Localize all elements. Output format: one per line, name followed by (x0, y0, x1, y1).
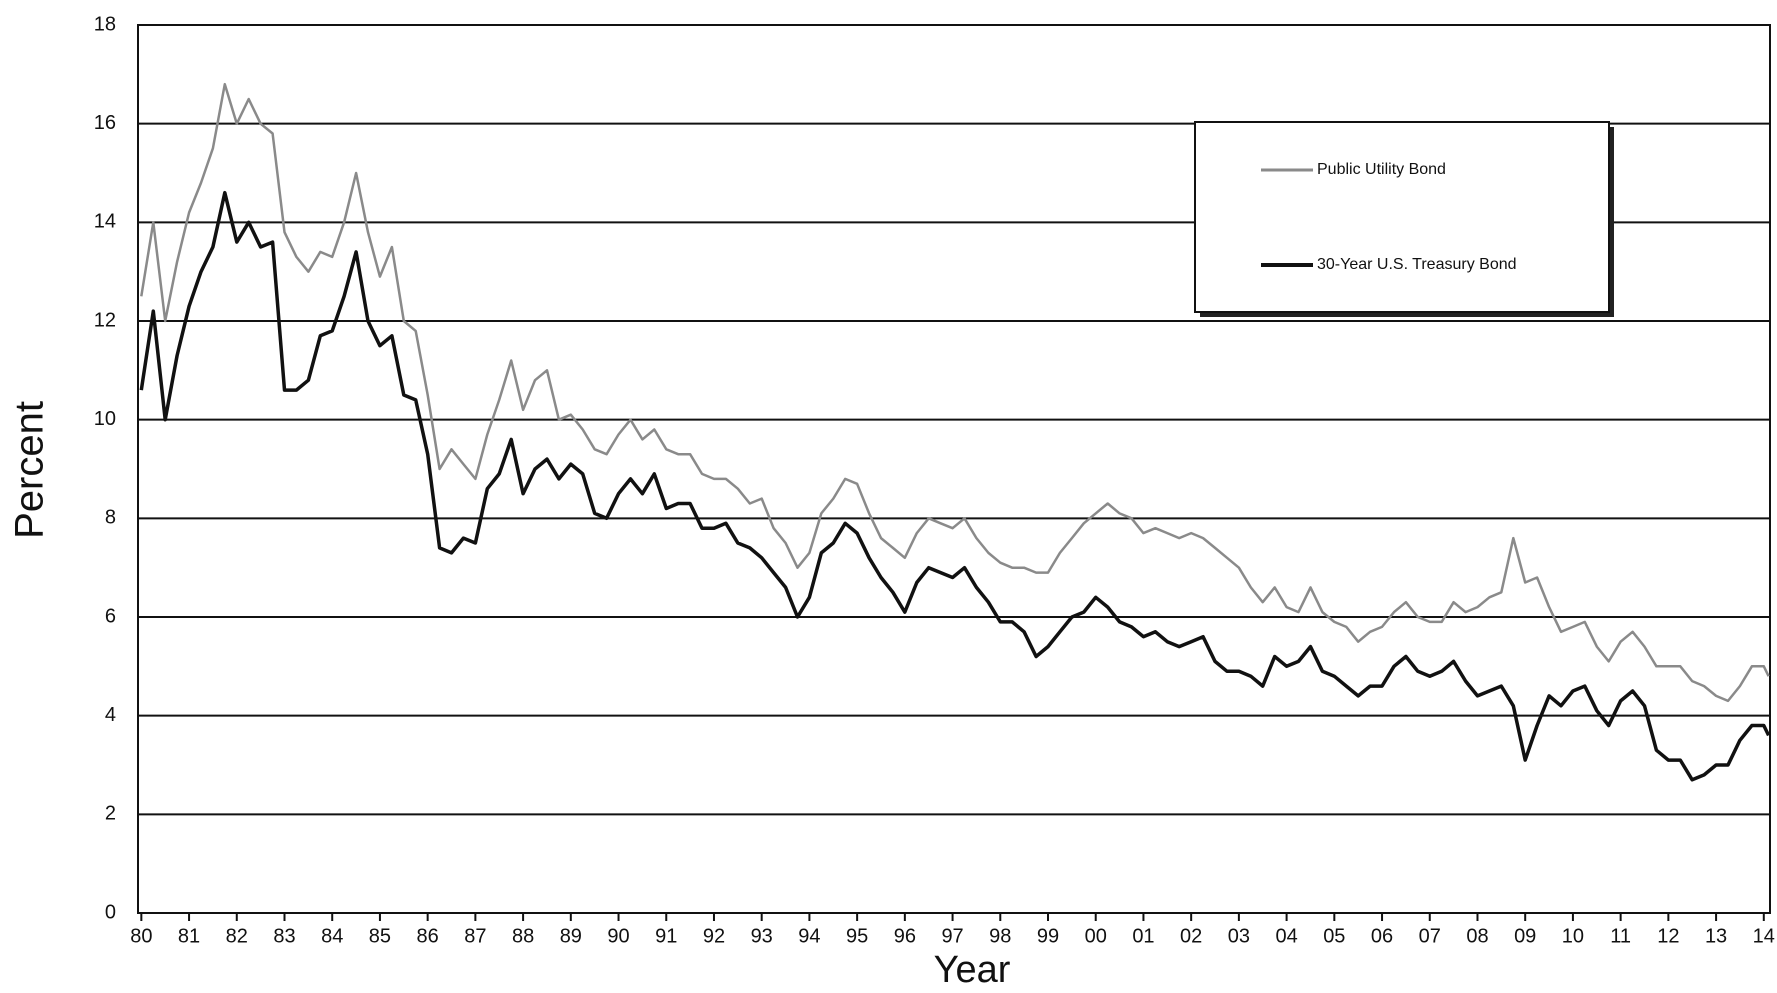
x-tick-label: 81 (178, 925, 200, 947)
x-tick-label: 87 (464, 925, 486, 947)
x-tick-label: 94 (798, 925, 820, 947)
y-tick-label: 10 (94, 408, 116, 430)
y-tick-label: 6 (105, 605, 116, 627)
x-tick-label: 11 (1610, 925, 1631, 947)
x-tick-label: 98 (989, 925, 1011, 947)
y-tick-label: 4 (105, 704, 116, 726)
legend-label: Public Utility Bond (1317, 161, 1446, 178)
y-tick-label: 8 (105, 507, 116, 529)
x-tick-label: 10 (1562, 925, 1584, 947)
x-tick-label: 92 (703, 925, 725, 947)
y-tick-label: 18 (94, 13, 116, 35)
x-tick-label: 07 (1419, 925, 1441, 947)
x-tick-label: 00 (1085, 925, 1107, 947)
x-tick-label: 13 (1705, 925, 1727, 947)
x-tick-label: 01 (1132, 925, 1154, 947)
y-tick-label: 12 (94, 309, 116, 331)
x-tick-label: 86 (417, 925, 439, 947)
x-tick-label: 91 (655, 925, 677, 947)
x-tick-label: 04 (1275, 925, 1297, 947)
x-tick-label: 99 (1037, 925, 1059, 947)
series-line (139, 190, 1771, 782)
x-tick-label: 09 (1514, 925, 1536, 947)
x-tick-label: 96 (894, 925, 916, 947)
x-tick-label: 80 (130, 925, 152, 947)
series-line (140, 82, 1770, 703)
x-tick-label: 89 (560, 925, 582, 947)
legend: Public Utility Bond 30-Year U.S. Treasury… (1194, 121, 1614, 317)
x-tick-label: 03 (1228, 925, 1250, 947)
x-tick-label: 83 (273, 925, 295, 947)
y-tick-label: 2 (105, 803, 116, 825)
y-tick-label: 0 (105, 901, 116, 923)
x-tick-label: 90 (607, 925, 629, 947)
x-tick-label: 06 (1371, 925, 1393, 947)
x-axis-label: Year (934, 949, 1011, 991)
legend-box (1194, 121, 1610, 313)
x-tick-label: 12 (1657, 925, 1679, 947)
x-tick-label: 95 (846, 925, 868, 947)
y-tick-label: 16 (94, 112, 116, 134)
y-axis-label: Percent (8, 401, 52, 539)
x-tick-label: 02 (1180, 925, 1202, 947)
x-tick-label: 14 (1753, 925, 1775, 947)
x-tick-label: 82 (226, 925, 248, 947)
y-tick-label: 14 (94, 211, 116, 233)
x-tick-label: 93 (751, 925, 773, 947)
x-tick-label: 88 (512, 925, 534, 947)
x-tick-label: 08 (1466, 925, 1488, 947)
x-tick-label: 84 (321, 925, 343, 947)
x-tick-label: 05 (1323, 925, 1345, 947)
x-tick-label: 97 (941, 925, 963, 947)
legend-label: 30-Year U.S. Treasury Bond (1317, 256, 1517, 273)
x-tick-label: 85 (369, 925, 391, 947)
